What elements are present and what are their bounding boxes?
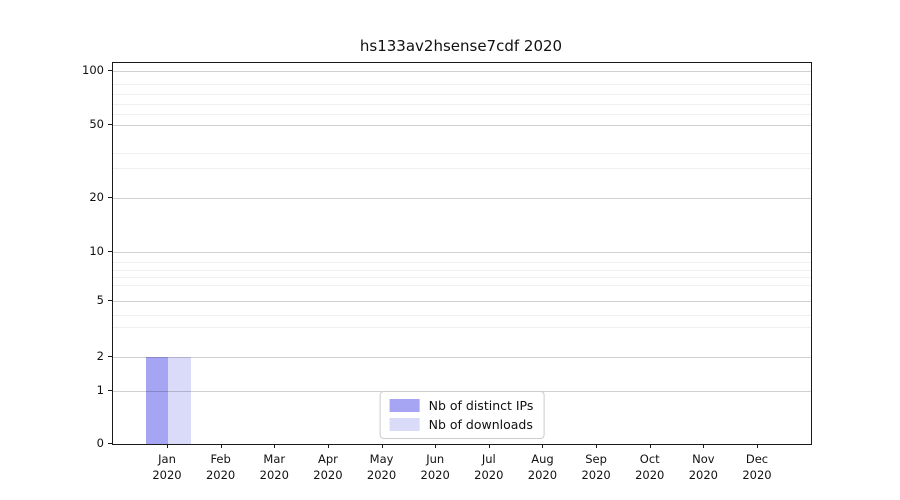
y-tick-mark-50	[108, 123, 112, 125]
x-tick-mark-apr	[327, 444, 329, 448]
x-tick-mark-feb	[220, 444, 222, 448]
gridline-50	[113, 124, 811, 126]
y-tick-label-1: 1	[96, 383, 104, 397]
y-tick-label-2: 2	[96, 349, 104, 364]
bar-jan-downloads	[168, 357, 191, 444]
plot-area: Nb of distinct IPs Nb of downloads	[112, 62, 812, 445]
gridline-100	[113, 71, 811, 72]
legend-item-distinct-ips: Nb of distinct IPs	[389, 398, 534, 413]
legend-swatch-downloads	[389, 418, 420, 431]
x-tick-label-sep: Sep 2020	[581, 452, 611, 482]
x-tick-label-mar: Mar 2020	[259, 452, 289, 482]
minor-gridline-80	[113, 94, 811, 95]
minor-gridline-30	[113, 168, 811, 169]
minor-gridline-8	[113, 269, 811, 271]
y-tick-label-50: 50	[89, 116, 104, 131]
x-tick-mark-mar	[274, 444, 276, 448]
legend-swatch-distinct-ips	[389, 399, 420, 412]
legend-label-distinct-ips: Nb of distinct IPs	[428, 398, 534, 413]
x-tick-label-aug: Aug 2020	[527, 452, 558, 482]
minor-gridline-70	[113, 103, 811, 105]
y-tick-label-0: 0	[96, 436, 104, 450]
y-tick-label-5: 5	[96, 293, 104, 307]
y-tick-mark-10	[108, 251, 112, 252]
x-tick-label-jan: Jan 2020	[152, 452, 182, 482]
x-tick-label-apr: Apr 2020	[313, 452, 343, 482]
bar-jan-distinct-ips	[145, 357, 168, 444]
x-tick-mark-jun	[435, 444, 437, 448]
x-tick-mark-nov	[703, 444, 705, 448]
legend: Nb of distinct IPs Nb of downloads	[379, 391, 545, 439]
x-tick-mark-aug	[542, 444, 544, 448]
y-tick-mark-20	[108, 196, 112, 198]
y-tick-mark-0	[108, 443, 112, 444]
legend-item-downloads: Nb of downloads	[389, 417, 534, 432]
minor-gridline-9	[113, 262, 811, 264]
x-tick-label-oct: Oct 2020	[635, 452, 665, 482]
y-tick-label-20: 20	[89, 189, 104, 204]
x-tick-mark-jan	[167, 444, 168, 448]
x-tick-label-jul: Jul 2020	[474, 452, 504, 482]
x-tick-mark-dec	[756, 444, 758, 448]
x-tick-mark-sep	[596, 444, 598, 448]
x-tick-label-jun: Jun 2020	[420, 452, 450, 482]
x-tick-label-feb: Feb 2020	[205, 452, 236, 482]
y-tick-label-100: 100	[82, 63, 104, 77]
y-tick-label-10: 10	[89, 244, 104, 258]
x-tick-label-nov: Nov 2020	[688, 452, 718, 482]
gridline-5	[113, 301, 811, 302]
x-tick-label-dec: Dec 2020	[742, 452, 772, 482]
minor-gridline-60	[113, 114, 811, 116]
gridline-20	[113, 197, 811, 199]
y-tick-mark-1	[108, 390, 112, 391]
minor-gridline-4	[113, 314, 811, 316]
minor-gridline-6	[113, 285, 811, 287]
y-tick-mark-100	[108, 70, 112, 71]
minor-gridline-3	[113, 326, 811, 328]
minor-gridline-40	[113, 152, 811, 154]
x-tick-mark-oct	[649, 444, 651, 448]
gridline-2	[113, 357, 811, 359]
y-tick-mark-5	[108, 300, 112, 301]
x-tick-mark-jul	[488, 444, 490, 448]
y-tick-mark-2	[108, 356, 112, 358]
gridline-10	[113, 252, 811, 253]
x-tick-mark-may	[381, 444, 383, 448]
minor-gridline-90	[113, 83, 811, 85]
x-tick-label-may: May 2020	[366, 452, 397, 482]
legend-label-downloads: Nb of downloads	[428, 417, 533, 432]
minor-gridline-7	[113, 277, 811, 279]
chart-title: hs133av2hsense7cdf 2020	[359, 37, 563, 55]
